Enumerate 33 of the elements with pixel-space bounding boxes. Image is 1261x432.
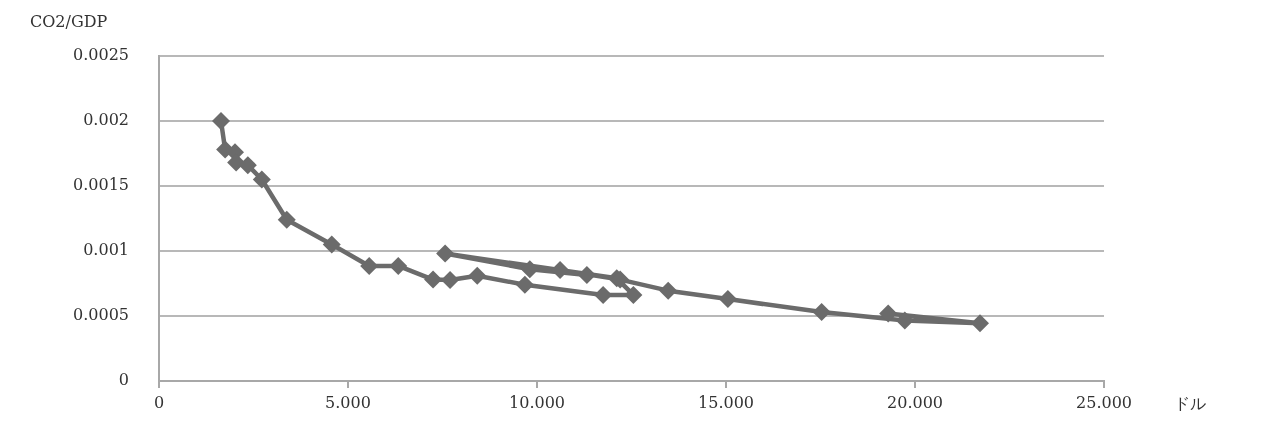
- y-axis-title: CO2/GDP: [30, 12, 108, 32]
- point: [971, 314, 990, 333]
- x-tick-label: 10.000: [509, 392, 565, 412]
- y-tick-label: 0.002: [83, 110, 129, 130]
- point: [436, 244, 455, 263]
- y-tick-label: 0.0025: [73, 45, 129, 65]
- point: [895, 311, 914, 330]
- y-tick-label: 0.0015: [73, 175, 129, 195]
- x-tick-label: 20.000: [887, 392, 943, 412]
- point: [252, 170, 271, 189]
- y-tick-label: 0: [118, 370, 129, 390]
- point: [322, 235, 341, 254]
- point: [238, 156, 257, 175]
- point: [624, 285, 643, 304]
- point: [441, 270, 460, 289]
- point: [468, 266, 487, 285]
- point: [277, 210, 296, 229]
- x-tick-label: 5.000: [325, 392, 371, 412]
- y-tick-label: 0.0005: [73, 305, 129, 325]
- y-tick-label: 0.001: [83, 240, 129, 260]
- point: [718, 290, 737, 309]
- point: [577, 266, 596, 285]
- point: [659, 281, 678, 300]
- x-tick-label: 15.000: [698, 392, 754, 412]
- point: [211, 112, 230, 130]
- point: [515, 275, 534, 294]
- x-tick-label: 0: [153, 392, 165, 412]
- x-tick-label: 25.000: [1076, 392, 1132, 412]
- point: [879, 304, 898, 323]
- point: [424, 270, 443, 289]
- point: [812, 303, 831, 322]
- x-axis-title: ドル: [1174, 394, 1206, 414]
- point: [389, 256, 408, 275]
